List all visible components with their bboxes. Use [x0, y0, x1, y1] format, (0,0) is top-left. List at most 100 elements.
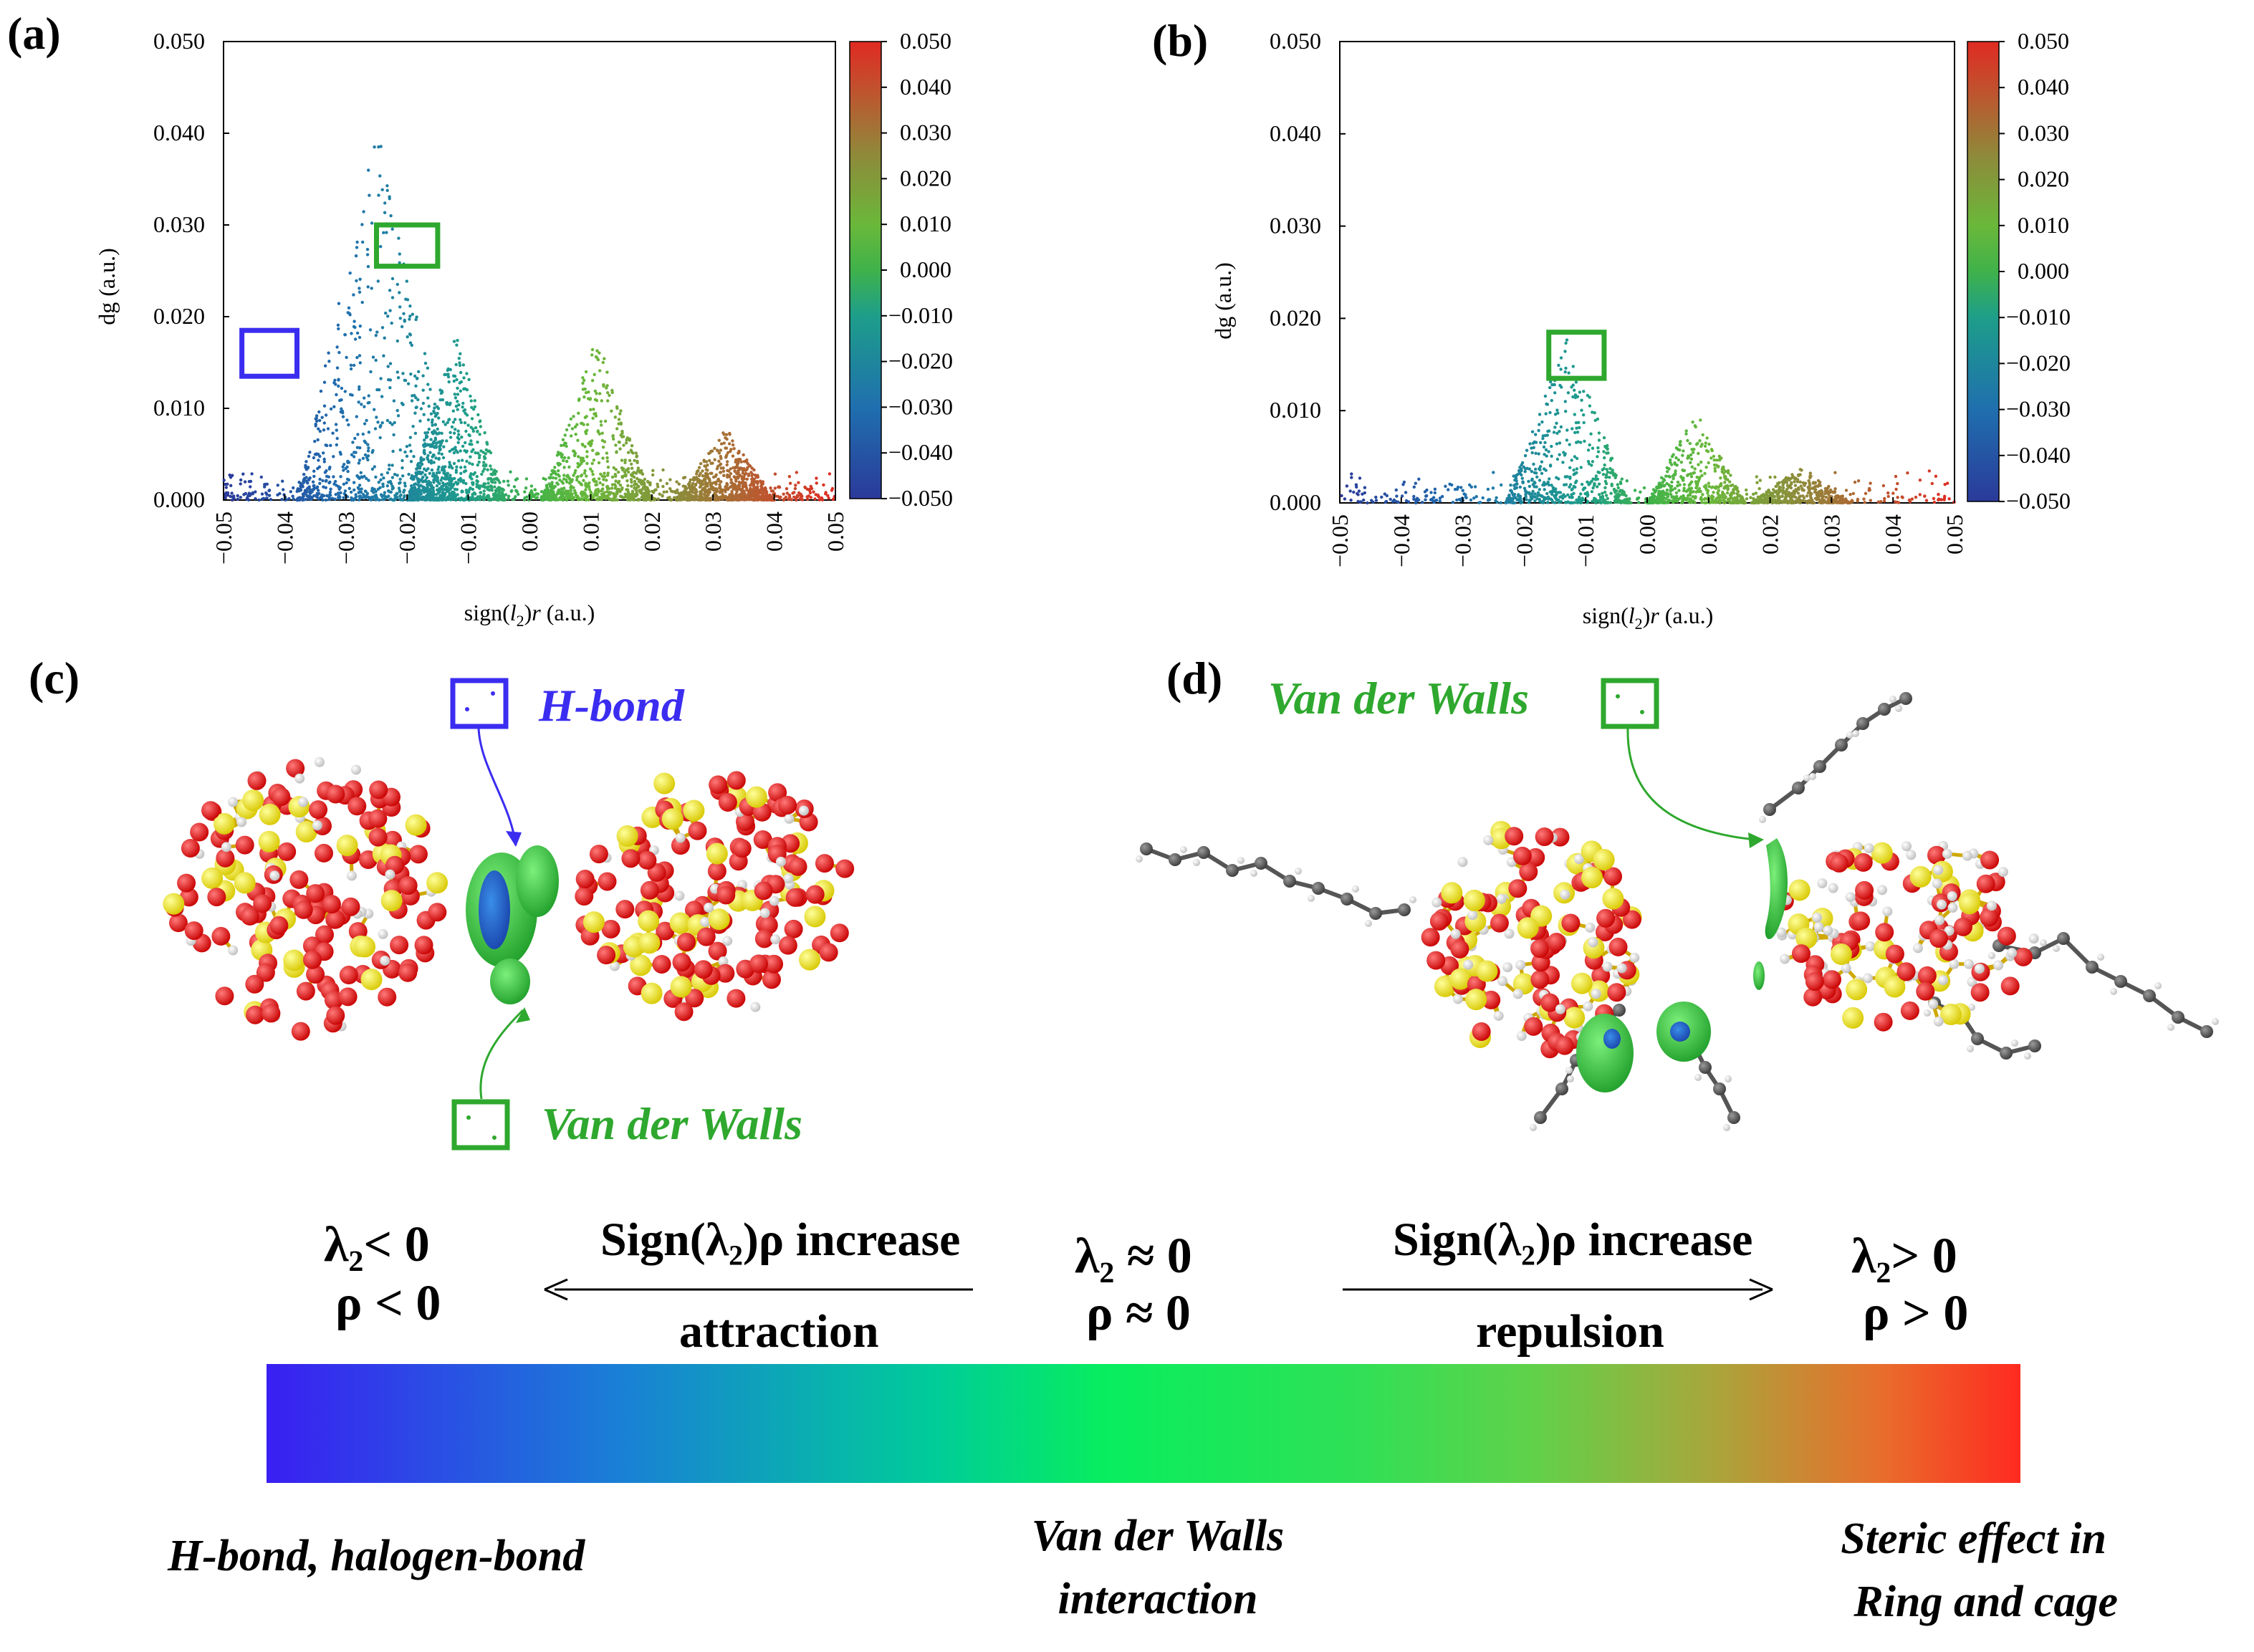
scatter-point	[622, 435, 625, 438]
scatter-point	[1682, 486, 1686, 490]
scatter-point	[1550, 454, 1553, 458]
scatter-point	[443, 373, 446, 377]
scatter-point	[347, 306, 351, 309]
scatter-point	[482, 482, 486, 486]
scatter-point	[589, 408, 593, 411]
scatter-point	[438, 481, 441, 486]
scatter-point	[1456, 485, 1460, 489]
scatter-point	[1515, 482, 1519, 486]
scatter-point	[446, 471, 449, 475]
scatter-point	[733, 487, 737, 491]
scatter-point	[325, 443, 329, 448]
scatter-point	[494, 491, 497, 496]
scatter-point	[447, 380, 451, 384]
scatter-point	[613, 416, 617, 419]
scatter-point	[388, 309, 392, 312]
scatter-point	[377, 193, 380, 197]
scatter-point	[437, 416, 441, 420]
scatter-point	[373, 487, 376, 491]
scatter-point	[398, 261, 401, 264]
scatter-point	[1546, 480, 1550, 484]
scatter-point	[388, 289, 392, 292]
scatter-point	[1853, 480, 1857, 484]
scatter-point	[1780, 494, 1784, 498]
scatter-point	[656, 485, 660, 489]
scatter-point	[1666, 494, 1670, 499]
scatter-point	[1469, 485, 1473, 489]
scatter-point	[1791, 495, 1795, 499]
scatter-point	[591, 473, 595, 476]
scatter-point	[452, 482, 456, 486]
scatter-point	[1918, 479, 1922, 482]
scatter-point	[1606, 501, 1610, 504]
scatter-point	[465, 372, 469, 375]
scatter-point	[429, 412, 433, 416]
scatter-point	[334, 493, 337, 496]
scatter-point	[325, 479, 328, 482]
scatter-point	[1809, 474, 1813, 478]
scatter-point	[413, 431, 418, 435]
scatter-point	[1701, 493, 1704, 496]
scatter-point	[727, 442, 732, 446]
scatter-point	[1790, 481, 1793, 484]
scatter-point	[483, 486, 487, 489]
scatter-point	[435, 484, 439, 488]
scatter-point	[390, 464, 394, 467]
scatter-point	[470, 477, 474, 481]
scatter-point	[633, 458, 636, 462]
scatter-point	[335, 345, 339, 349]
scatter-point	[708, 458, 711, 463]
scatter-point	[1781, 484, 1785, 487]
scatter-point	[764, 489, 768, 494]
scatter-point	[618, 412, 622, 416]
scatter-point	[1539, 441, 1543, 444]
scatter-point	[410, 498, 413, 502]
scatter-point	[358, 287, 361, 290]
scatter-point	[1693, 467, 1697, 471]
scatter-point	[485, 442, 489, 446]
scatter-point	[1745, 488, 1748, 492]
scatter-point	[359, 471, 363, 474]
scatter-point	[428, 471, 431, 475]
scatter-point	[1601, 473, 1606, 476]
scatter-point	[592, 458, 595, 462]
scatter-point	[714, 482, 718, 486]
scatter-point	[731, 443, 735, 447]
scatter-point	[626, 484, 630, 488]
scatter-point	[683, 476, 687, 479]
scatter-point	[729, 448, 733, 451]
scatter-point	[744, 481, 747, 485]
scatter-point	[1544, 412, 1548, 416]
scatter-point	[721, 488, 724, 492]
scatter-point	[1709, 456, 1713, 460]
scatter-point	[1548, 385, 1552, 390]
scatter-point	[476, 413, 480, 417]
scatter-point	[590, 461, 594, 466]
scatter-point	[615, 450, 618, 453]
scatter-point	[691, 481, 695, 486]
scatter-point	[478, 453, 481, 457]
scatter-point	[388, 421, 392, 425]
scatter-point	[630, 462, 633, 466]
scatter-point	[247, 480, 251, 484]
scatter-point	[1363, 486, 1367, 489]
scatter-point	[1659, 483, 1663, 486]
scatter-point	[1543, 467, 1546, 471]
scatter-point	[365, 418, 368, 423]
scatter-point	[341, 465, 345, 469]
scatter-point	[441, 420, 445, 423]
scatter-point	[751, 472, 754, 476]
scatter-point	[600, 495, 604, 499]
scatter-point	[1532, 446, 1535, 449]
scatter-point	[724, 433, 729, 436]
scatter-point	[570, 434, 573, 438]
scatter-point	[1572, 473, 1576, 476]
scatter-point	[1838, 501, 1842, 505]
scatter-point	[632, 475, 636, 479]
scatter-point	[1946, 481, 1950, 485]
scatter-point	[600, 399, 603, 403]
scatter-point	[414, 497, 418, 501]
scatter-point	[476, 451, 480, 455]
scatter-point	[584, 432, 588, 436]
scatter-point	[378, 498, 381, 501]
